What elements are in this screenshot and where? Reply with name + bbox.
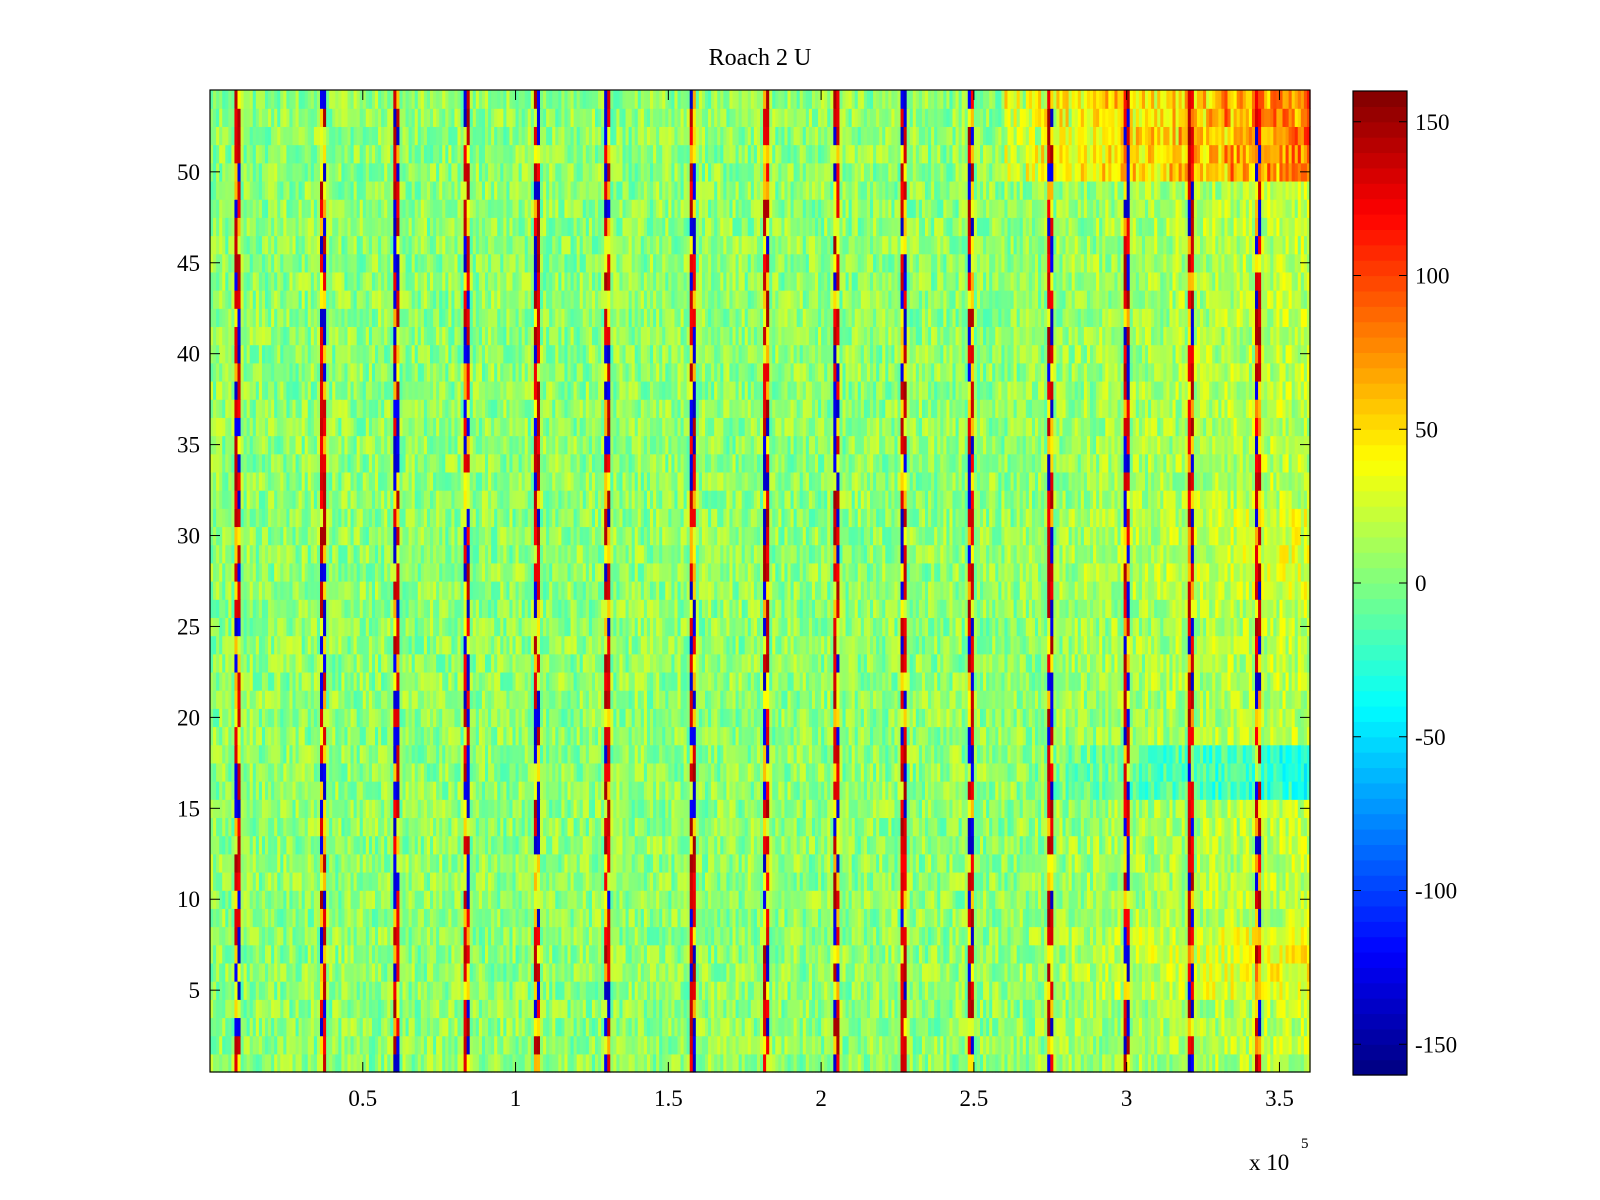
heatmap-row — [210, 890, 1311, 909]
heatmap-row — [210, 999, 1311, 1018]
heatmap-row — [210, 908, 1311, 927]
heatmap-row — [210, 945, 1311, 964]
heatmap-row — [210, 981, 1311, 1000]
heatmap-row — [210, 1054, 1311, 1073]
heatmap-row — [210, 1036, 1311, 1055]
heatmap-row — [210, 872, 1311, 891]
heatmap-row — [210, 963, 1311, 982]
chart-title: Roach 2 U — [709, 45, 812, 71]
heatmap-row — [210, 854, 1311, 873]
heatmap-cells — [210, 90, 1311, 1073]
heatmap-row — [210, 836, 1311, 855]
heatmap-row — [210, 927, 1311, 946]
heatmap-row — [210, 1017, 1311, 1036]
heatmap-row — [210, 817, 1311, 836]
